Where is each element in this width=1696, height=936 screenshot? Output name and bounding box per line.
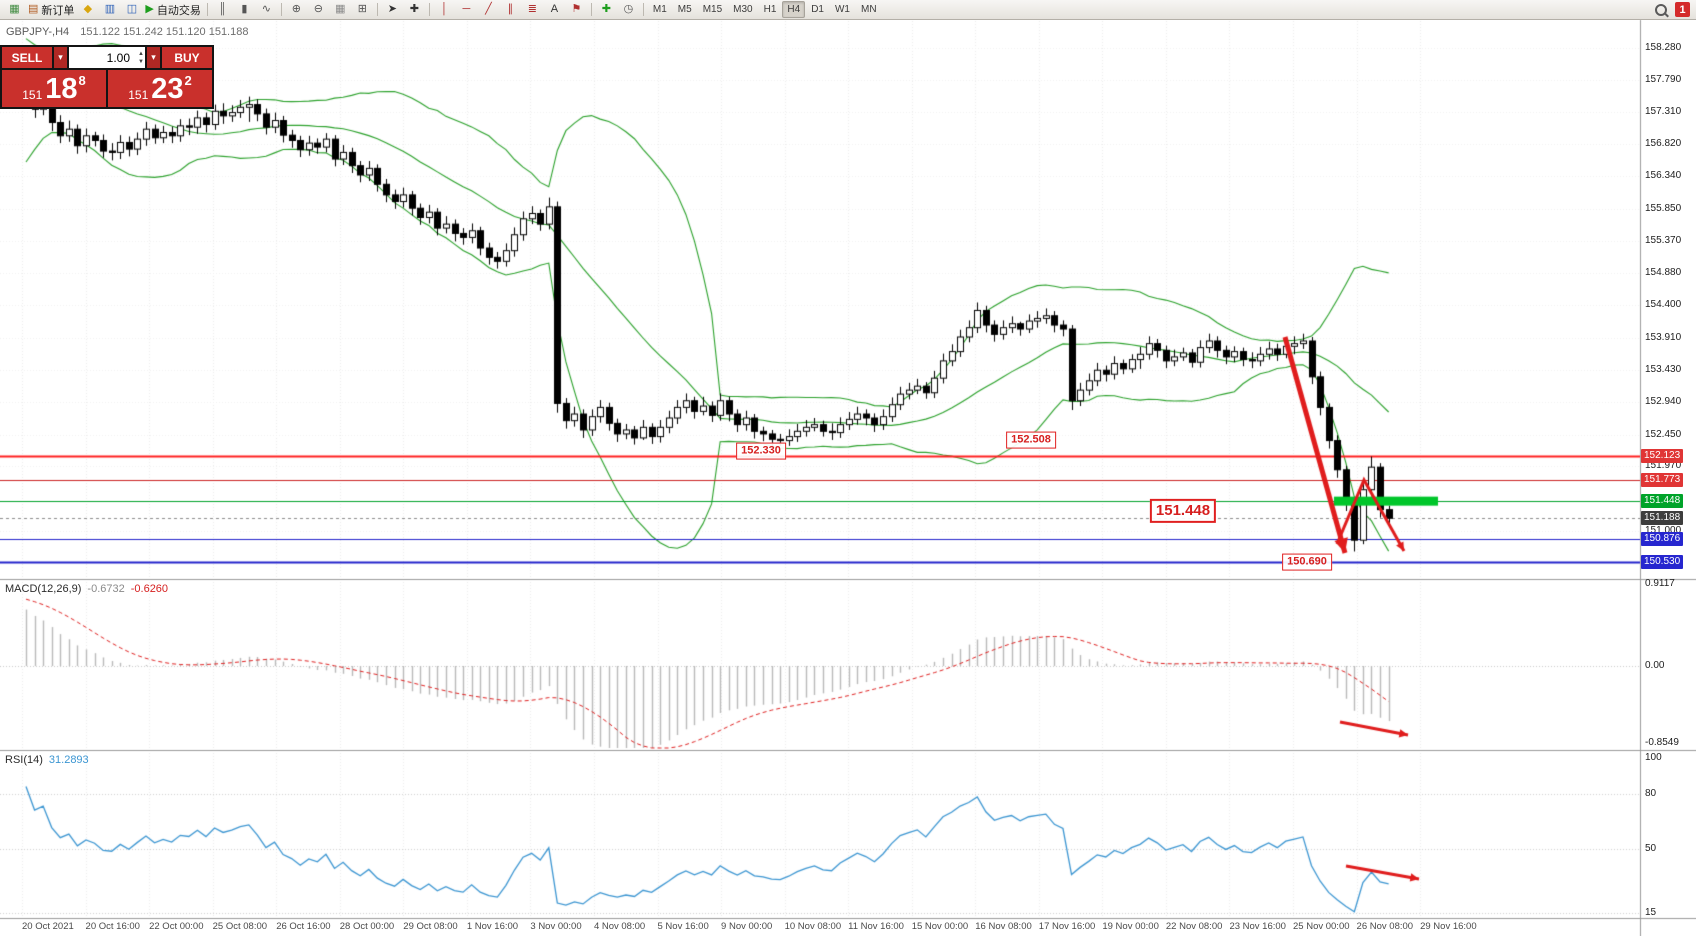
vertical-line-button[interactable]: │ — [434, 2, 455, 18]
sep-1 — [206, 3, 208, 16]
zoom-out-button[interactable]: ⊖ — [308, 2, 329, 18]
data-window-button[interactable]: ◫ — [121, 2, 142, 18]
main-toolbar: ▦ ▤ 新订单 ◆ ▥ ◫ ▶ 自动交易 ║ ▮ ∿ ⊕ ⊖ ▦ ⊞ ➤ ✚ │ ─ ╱ ∥ ≣ A ⚑ ✚ ◷ M1 M5 M15 M3… — [0, 0, 1696, 20]
bar-chart-button[interactable]: ║ — [212, 2, 233, 18]
arrows-tool-icon: ⚑ — [571, 3, 582, 15]
zoom-out-icon: ⊖ — [313, 3, 323, 15]
candlestick-chart-icon: ▮ — [241, 3, 248, 15]
buy-price-display[interactable]: 151 23 2 — [108, 70, 212, 107]
line-chart-icon: ∿ — [261, 3, 271, 15]
new-order-label: 新订单 — [41, 4, 75, 17]
arrows-tool-button[interactable]: ⚑ — [566, 2, 587, 18]
timeframe-m30-button[interactable]: M30 — [733, 4, 753, 15]
market-watch-button[interactable]: ▥ — [99, 2, 120, 18]
new-order-icon: ▤ — [28, 3, 39, 15]
autotrading-button[interactable]: ▶ 自动交易 — [143, 2, 202, 18]
sell-button-label: SELL — [11, 50, 43, 65]
buy-price-big: 23 — [151, 73, 184, 106]
text-button[interactable]: A — [544, 2, 565, 18]
timeframe-h1-button[interactable]: H1 — [763, 4, 777, 15]
timeframe-m15-button[interactable]: M15 — [702, 4, 723, 15]
timeframe-d1-button[interactable]: D1 — [811, 4, 824, 15]
cursor-icon: ➤ — [387, 3, 397, 15]
buy-price-prefix: 151 — [128, 88, 149, 102]
notification-badge[interactable]: 1 — [1675, 2, 1690, 17]
chevron-down-icon: ▾ — [58, 52, 63, 62]
indicators-button[interactable]: ✚ — [596, 2, 617, 18]
zoom-in-icon: ⊕ — [291, 3, 301, 15]
chevron-down-icon: ▾ — [151, 52, 156, 62]
indicators-icon: ✚ — [601, 3, 611, 15]
sell-price-display[interactable]: 151 18 8 — [2, 70, 106, 107]
periods-icon: ◷ — [623, 3, 634, 15]
fibonacci-button[interactable]: ≣ — [522, 2, 543, 18]
volume-field: ▲ ▼ — [69, 47, 145, 68]
timeframe-h4-button[interactable]: H4 — [782, 1, 806, 18]
zoom-in-button[interactable]: ⊕ — [286, 2, 307, 18]
buy-button[interactable]: BUY — [162, 47, 212, 68]
crosshair-icon: ✚ — [409, 3, 419, 15]
crosshair-button[interactable]: ✚ — [404, 2, 425, 18]
autotrading-icon: ▶ — [145, 3, 154, 15]
search-icon[interactable] — [1655, 3, 1667, 16]
sep-2 — [280, 3, 282, 16]
metaeditor-icon: ◆ — [83, 3, 93, 15]
tile-windows-button[interactable]: ⊞ — [352, 2, 373, 18]
cursor-button[interactable]: ➤ — [382, 2, 403, 18]
fibonacci-icon: ≣ — [527, 3, 537, 15]
sell-price-prefix: 151 — [22, 88, 43, 102]
timeframe-m5-button[interactable]: M5 — [677, 4, 692, 15]
grid-icon: ▦ — [335, 3, 346, 15]
sell-button[interactable]: SELL — [2, 47, 52, 68]
buy-button-label: BUY — [174, 50, 200, 65]
equidistant-channel-icon: ∥ — [507, 3, 514, 15]
periods-button[interactable]: ◷ — [618, 2, 639, 18]
buy-price-sup: 2 — [184, 73, 192, 88]
market-watch-icon: ▥ — [104, 3, 116, 15]
text-icon: A — [550, 3, 559, 15]
sep-6 — [642, 3, 644, 16]
timeframe-m1-button[interactable]: M1 — [652, 4, 667, 15]
data-window-icon: ◫ — [126, 3, 138, 15]
sell-dropdown-button[interactable]: ▾ — [54, 47, 67, 68]
candlestick-chart-button[interactable]: ▮ — [234, 2, 255, 18]
sell-price-sup: 8 — [78, 73, 86, 88]
new-order-button[interactable]: ▤ 新订单 — [26, 2, 76, 18]
tile-windows-icon: ⊞ — [357, 3, 367, 15]
trendline-icon: ╱ — [485, 3, 492, 15]
line-chart-button[interactable]: ∿ — [256, 2, 277, 18]
new-chart-button[interactable]: ▦ — [4, 2, 25, 18]
horizontal-line-button[interactable]: ─ — [456, 2, 477, 18]
autotrading-label: 自动交易 — [156, 4, 201, 17]
trendline-button[interactable]: ╱ — [478, 2, 499, 18]
new-chart-icon: ▦ — [9, 3, 20, 15]
volume-down-button[interactable]: ▼ — [138, 58, 144, 65]
sep-3 — [376, 3, 378, 16]
volume-up-button[interactable]: ▲ — [138, 50, 144, 57]
sell-price-big: 18 — [45, 73, 78, 106]
volume-input[interactable] — [69, 47, 145, 68]
sep-4 — [428, 3, 430, 16]
metaeditor-button[interactable]: ◆ — [77, 2, 98, 18]
horizontal-line-icon: ─ — [462, 3, 471, 15]
vertical-line-icon: │ — [440, 3, 448, 15]
buy-dropdown-button[interactable]: ▾ — [147, 47, 160, 68]
equidistant-channel-button[interactable]: ∥ — [500, 2, 521, 18]
grid-button[interactable]: ▦ — [330, 2, 351, 18]
timeframe-w1-button[interactable]: W1 — [834, 4, 850, 15]
bar-chart-icon: ║ — [218, 3, 227, 15]
sep-5 — [590, 3, 592, 16]
timeframe-mn-button[interactable]: MN — [860, 4, 877, 15]
